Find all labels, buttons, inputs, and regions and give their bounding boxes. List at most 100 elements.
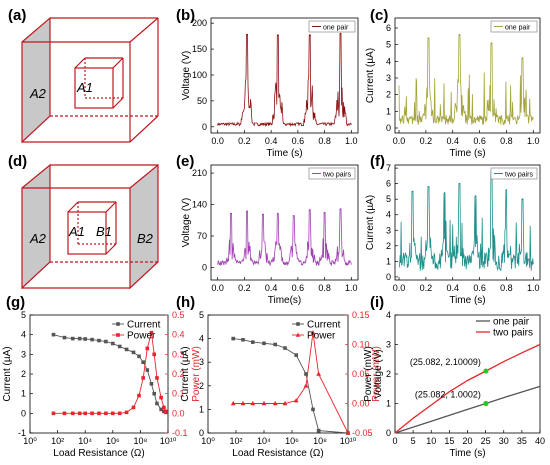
x-tick-label: 0.2 xyxy=(420,283,433,293)
y-tick-label: 0 xyxy=(202,122,207,132)
edge xyxy=(112,97,124,109)
data-point-current xyxy=(231,336,235,341)
data-point-power xyxy=(282,400,288,406)
data-point-current xyxy=(51,332,56,337)
data-point-power xyxy=(145,346,150,351)
panel-label-b: (b) xyxy=(176,7,195,24)
signal-line-f xyxy=(398,170,534,272)
peak-point xyxy=(262,213,264,216)
legend-label: Current xyxy=(127,320,161,331)
legend-box xyxy=(308,167,356,180)
x-tick-label: 10⁰ xyxy=(201,436,215,446)
data-point-current xyxy=(111,341,115,346)
data-point-power xyxy=(111,411,115,416)
annotation-label: (25.082, 2.10009) xyxy=(410,357,481,367)
x-tick-label: 0.4 xyxy=(446,136,459,146)
x-tick-label: 10⁶ xyxy=(285,436,299,446)
peak-point xyxy=(458,33,461,36)
x-axis-label: Load Resistance (Ω) xyxy=(53,448,144,459)
x-tick-label: 40 xyxy=(535,436,545,446)
plot-frame-f xyxy=(394,164,541,281)
y-tick-label-left: 4 xyxy=(21,330,26,340)
face-a2 xyxy=(21,163,51,290)
x-axis-label: Time (s) xyxy=(449,148,485,159)
data-point-power xyxy=(70,411,75,416)
data-point-power xyxy=(230,400,236,406)
signal-line-e xyxy=(217,208,352,267)
y-axis-label: Voltage (V) xyxy=(181,198,192,247)
peak-point xyxy=(339,32,342,35)
y-tick-label: 3 xyxy=(386,340,391,350)
x-tick-label: 0.8 xyxy=(318,136,331,146)
x-tick-label: 35 xyxy=(517,436,527,446)
y-tick-label-right: 0.5 xyxy=(172,310,185,320)
x-tick-label: 10⁴ xyxy=(257,436,271,446)
label-b1: B1 xyxy=(96,224,112,239)
y-tick-label-right: -0.05 xyxy=(352,428,373,438)
y-tick-label-left: 2 xyxy=(199,381,204,391)
x-tick-label: 15 xyxy=(444,436,454,446)
x-tick-label: 10⁰ xyxy=(23,436,37,446)
legend-label: one pair xyxy=(323,25,349,32)
x-axis-label: Time (s) xyxy=(449,448,485,459)
y-tick-label-left: 5 xyxy=(21,310,26,320)
y-axis-label-power: Power (mW) xyxy=(363,346,374,402)
data-point-power xyxy=(164,409,168,414)
data-point-current xyxy=(104,339,108,344)
x-axis-label: Load Resistance (Ω) xyxy=(232,448,323,459)
y-tick-label-right: 0.10 xyxy=(352,340,370,350)
x-tick-label: 20 xyxy=(462,436,472,446)
peak-point xyxy=(323,211,326,214)
data-point-current xyxy=(155,401,159,406)
label-a2: A2 xyxy=(29,231,47,246)
y-tick-label-left: 1 xyxy=(21,389,26,399)
y-tick-label: 4 xyxy=(386,210,391,220)
y-tick-label-left: 5 xyxy=(199,310,204,320)
legend-marker xyxy=(116,322,120,326)
label-b2: B2 xyxy=(137,231,154,246)
x-tick-label: 0.4 xyxy=(446,283,459,293)
y-tick-label-left: 3 xyxy=(199,357,204,367)
y-tick-label: 100 xyxy=(192,70,207,80)
x-tick-label: 10⁸ xyxy=(133,436,147,446)
plot-frame-e xyxy=(210,164,359,281)
inner-cube-front xyxy=(74,67,114,109)
x-tick-label: 1.0 xyxy=(527,283,540,293)
signal-line-c xyxy=(398,34,534,126)
data-point-power xyxy=(162,405,166,410)
data-point-current xyxy=(162,409,166,414)
y-tick-label: 5 xyxy=(386,40,391,50)
peak-point xyxy=(246,33,248,36)
x-tick-label: 1.0 xyxy=(527,136,540,146)
y-tick-label: 7 xyxy=(386,163,391,173)
signal-line-b xyxy=(217,33,352,127)
y-tick-label: 2 xyxy=(386,90,391,100)
x-tick-label: 0.8 xyxy=(500,283,513,293)
data-point-current xyxy=(131,350,136,355)
y-tick-label: 210 xyxy=(192,168,207,178)
series-line-0 xyxy=(394,385,541,434)
panel-label-g: (g) xyxy=(6,294,25,311)
peak-point xyxy=(521,198,524,200)
x-tick-label: 10¹⁰ xyxy=(340,436,357,446)
y-axis-label-left: Current (µA) xyxy=(2,346,13,401)
x-tick-label: 0.6 xyxy=(292,283,305,293)
legend-marker xyxy=(295,332,301,337)
y-axis-label-voltage: Voltage (V) xyxy=(373,349,384,398)
panel-label-f: (f) xyxy=(370,153,385,170)
peak-point xyxy=(309,34,311,36)
peak-point xyxy=(411,190,414,193)
x-tick-label: 0.6 xyxy=(473,136,486,146)
data-point-power xyxy=(90,411,94,416)
plot-frame-c xyxy=(394,17,541,134)
data-point-current xyxy=(77,336,82,341)
peak-point xyxy=(490,42,493,44)
data-point-current xyxy=(316,428,321,433)
x-tick-label: 10¹⁰ xyxy=(160,436,177,446)
peak-point xyxy=(277,34,279,36)
legend-marker xyxy=(116,333,120,337)
data-point-power xyxy=(124,410,129,415)
legend-label: two pairs xyxy=(493,328,533,339)
plot-frame-b xyxy=(210,17,359,134)
